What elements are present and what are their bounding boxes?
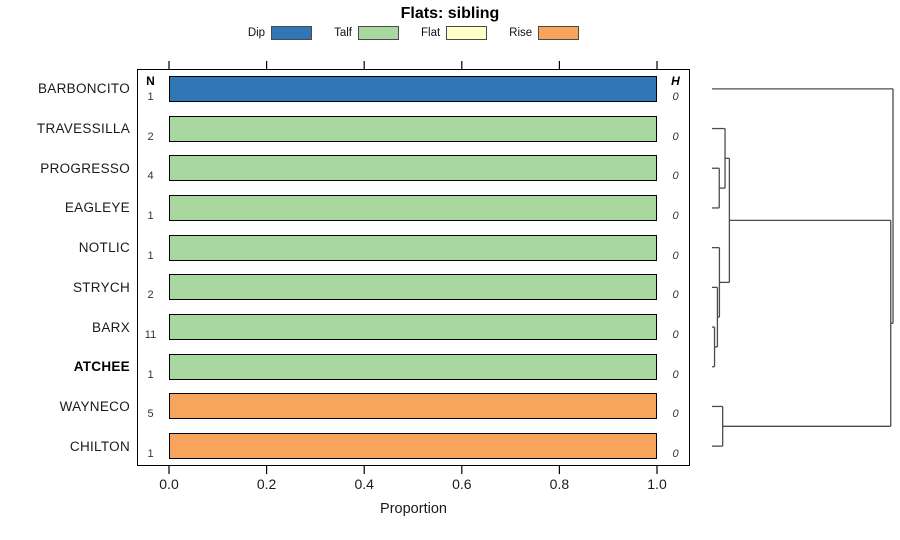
legend: Dip Talf Flat Rise bbox=[137, 24, 690, 42]
table-row: EAGLEYE 1 0 bbox=[0, 188, 900, 228]
row-n-value: 4 bbox=[147, 170, 154, 183]
x-axis-tick-label: 0.0 bbox=[159, 476, 179, 492]
row-n-value: 1 bbox=[147, 448, 154, 461]
row-label: NOTLIC bbox=[78, 240, 130, 256]
legend-label: Flat bbox=[420, 27, 441, 39]
table-row: PROGRESSO 4 0 bbox=[0, 148, 900, 188]
row-label: BARX bbox=[92, 319, 130, 335]
legend-label: Rise bbox=[509, 27, 533, 39]
x-axis-tick-label: 0.8 bbox=[549, 476, 570, 492]
legend-item-rise: Rise bbox=[509, 26, 580, 40]
proportion-bar bbox=[169, 353, 657, 380]
table-row: ATCHEE 1 0 bbox=[0, 347, 900, 387]
row-h-value: 0 bbox=[672, 90, 679, 103]
row-label: CHILTON bbox=[69, 438, 130, 454]
proportion-bar bbox=[169, 274, 657, 301]
row-label: ATCHEE bbox=[73, 359, 130, 375]
row-n-value: 2 bbox=[147, 130, 154, 143]
proportion-bar bbox=[169, 155, 657, 182]
table-row: CHILTON 1 0 bbox=[0, 426, 900, 466]
row-h-value: 0 bbox=[672, 130, 679, 143]
proportion-bar bbox=[169, 194, 657, 221]
table-row: STRYCH 2 0 bbox=[0, 268, 900, 308]
row-h-value: 0 bbox=[672, 448, 679, 461]
legend-label: Dip bbox=[247, 27, 266, 39]
legend-swatch-rise bbox=[538, 26, 580, 40]
row-label: TRAVESSILLA bbox=[36, 121, 130, 137]
row-n-value: 5 bbox=[147, 408, 154, 421]
proportion-bar bbox=[169, 75, 657, 102]
x-axis-label: Proportion bbox=[380, 501, 447, 517]
proportion-bar bbox=[169, 314, 657, 341]
row-h-value: 0 bbox=[672, 289, 679, 302]
row-label: PROGRESSO bbox=[40, 160, 130, 176]
legend-swatch-flat bbox=[446, 26, 488, 40]
proportion-bar bbox=[169, 393, 657, 420]
row-n-value: 1 bbox=[147, 249, 154, 262]
table-row: BARX 11 0 bbox=[0, 307, 900, 347]
table-row: WAYNECO 5 0 bbox=[0, 387, 900, 427]
row-h-value: 0 bbox=[672, 209, 679, 222]
proportion-bar bbox=[169, 115, 657, 142]
legend-swatch-talf bbox=[357, 26, 399, 40]
row-h-value: 0 bbox=[672, 329, 679, 342]
legend-swatch-dip bbox=[271, 26, 313, 40]
row-label: EAGLEYE bbox=[64, 200, 130, 216]
proportion-bar bbox=[169, 234, 657, 261]
plot-box bbox=[137, 69, 690, 466]
table-row: NOTLIC 1 0 bbox=[0, 228, 900, 268]
row-n-value: 11 bbox=[144, 329, 157, 342]
row-n-value: 2 bbox=[147, 289, 154, 302]
chart-title: Flats: sibling bbox=[400, 5, 500, 22]
row-h-value: 0 bbox=[672, 249, 679, 262]
row-label: STRYCH bbox=[72, 279, 130, 295]
row-label: WAYNECO bbox=[59, 398, 130, 414]
x-axis-tick-label: 0.2 bbox=[256, 476, 277, 492]
table-row: TRAVESSILLA 2 0 bbox=[0, 109, 900, 149]
x-axis-tick-label: 1.0 bbox=[647, 476, 667, 492]
h-column-header: H bbox=[671, 74, 680, 88]
table-row: BARBONCITO 1 0 bbox=[0, 69, 900, 109]
legend-item-flat: Flat bbox=[420, 26, 488, 40]
x-axis-tick-label: 0.4 bbox=[354, 476, 374, 492]
row-n-value: 1 bbox=[147, 368, 154, 381]
n-column-header: N bbox=[146, 74, 155, 88]
row-n-value: 1 bbox=[147, 90, 154, 103]
x-axis-tick-label: 0.6 bbox=[452, 476, 472, 492]
legend-item-talf: Talf bbox=[334, 26, 399, 40]
proportion-bar bbox=[169, 433, 657, 460]
row-n-value: 1 bbox=[147, 209, 154, 222]
row-h-value: 0 bbox=[672, 170, 679, 183]
row-h-value: 0 bbox=[672, 368, 679, 381]
legend-item-dip: Dip bbox=[247, 26, 313, 40]
row-h-value: 0 bbox=[672, 408, 679, 421]
legend-label: Talf bbox=[334, 27, 352, 39]
row-label: BARBONCITO bbox=[37, 81, 130, 97]
